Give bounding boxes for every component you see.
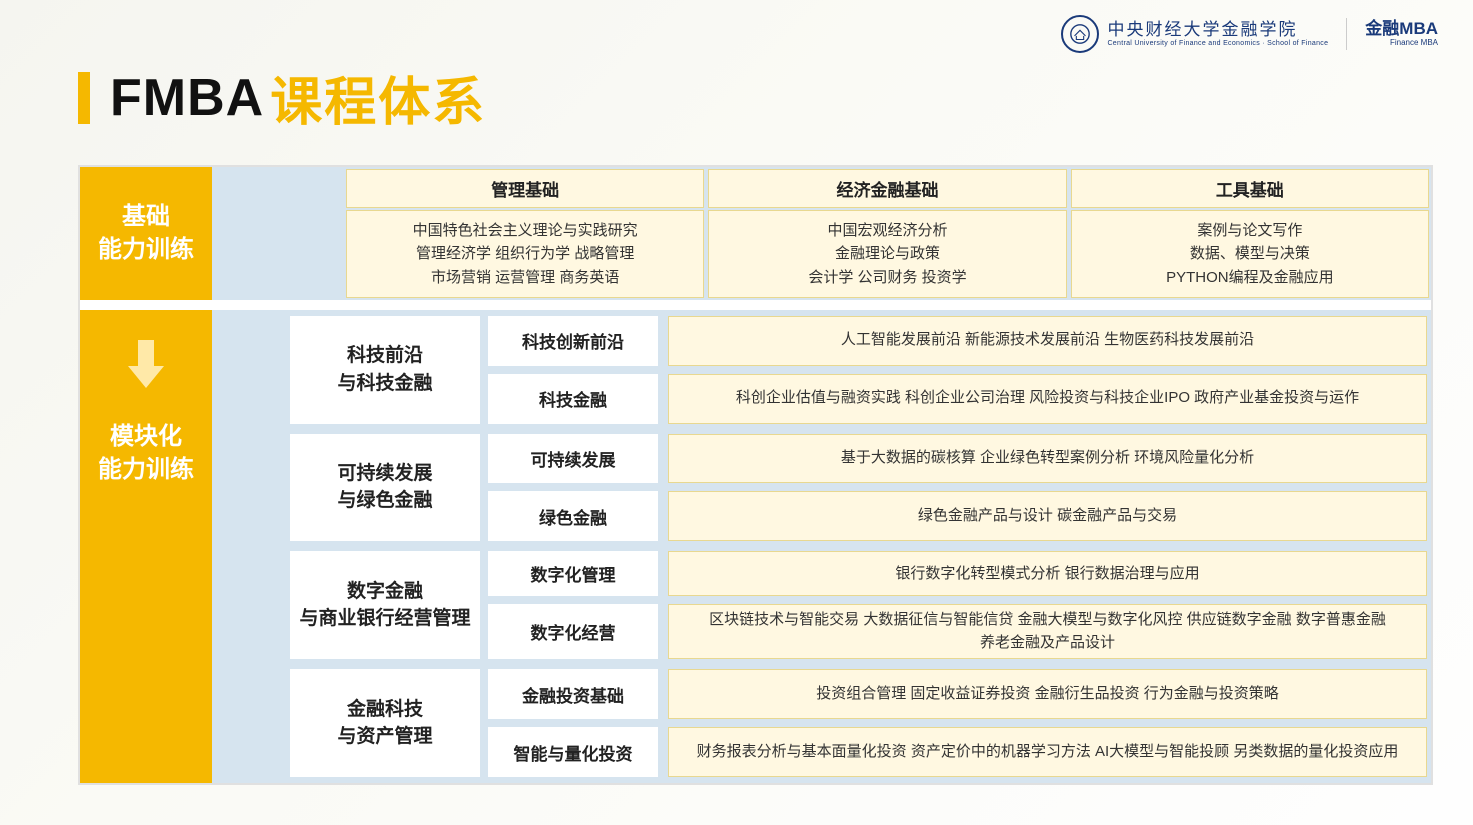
sub-content-3-0: 投资组合管理 固定收益证券投资 金融衍生品投资 行为金融与投资策略 xyxy=(668,669,1427,719)
basic-col-1: 经济金融基础 中国宏观经济分析 金融理论与政策 会计学 公司财务 投资学 xyxy=(706,167,1068,300)
sub-label-1-0: 可持续发展 xyxy=(488,434,658,484)
mba-label-en: Finance MBA xyxy=(1390,39,1438,48)
basic-pad xyxy=(212,167,344,300)
basic-col-0-body: 中国特色社会主义理论与实践研究 管理经济学 组织行为学 战略管理 市场营销 运营… xyxy=(346,210,704,298)
basic-side-label-text: 基础 能力训练 xyxy=(98,200,194,267)
module-row-2: 数字金融 与商业银行经营管理 数字化管理 银行数字化转型模式分析 银行数据治理与… xyxy=(212,551,1427,659)
sub-row-0-0: 科技创新前沿 人工智能发展前沿 新能源技术发展前沿 生物医药科技发展前沿 xyxy=(488,316,1427,366)
sub-content-1-0: 基于大数据的碳核算 企业绿色转型案例分析 环境风险量化分析 xyxy=(668,434,1427,484)
sub-label-0-1: 科技金融 xyxy=(488,374,658,424)
arrow-down-icon xyxy=(128,340,164,390)
module-cat-3: 金融科技 与资产管理 xyxy=(290,669,480,777)
sub-content-3-1: 财务报表分析与基本面量化投资 资产定价中的机器学习方法 AI大模型与智能投顾 另… xyxy=(668,727,1427,777)
module-cat-0: 科技前沿 与科技金融 xyxy=(290,316,480,424)
basic-side-label: 基础 能力训练 xyxy=(80,167,212,300)
sub-row-0-1: 科技金融 科创企业估值与融资实践 科创企业公司治理 风险投资与科技企业IPO 政… xyxy=(488,374,1427,424)
page-title: FMBA 课程体系 xyxy=(78,60,486,135)
modular-side-label: 模块化 能力训练 xyxy=(80,310,212,783)
school-name-en: Central University of Finance and Econom… xyxy=(1107,40,1328,48)
sub-row-1-1: 绿色金融 绿色金融产品与设计 碳金融产品与交易 xyxy=(488,491,1427,541)
basic-col-2-body: 案例与论文写作 数据、模型与决策 PYTHON编程及金融应用 xyxy=(1071,210,1429,298)
basic-col-2: 工具基础 案例与论文写作 数据、模型与决策 PYTHON编程及金融应用 xyxy=(1069,167,1431,300)
basic-col-1-body: 中国宏观经济分析 金融理论与政策 会计学 公司财务 投资学 xyxy=(708,210,1066,298)
module-subs-3: 金融投资基础 投资组合管理 固定收益证券投资 金融衍生品投资 行为金融与投资策略… xyxy=(488,669,1427,777)
module-row-0: 科技前沿 与科技金融 科技创新前沿 人工智能发展前沿 新能源技术发展前沿 生物医… xyxy=(212,316,1427,424)
sub-row-2-0: 数字化管理 银行数字化转型模式分析 银行数据治理与应用 xyxy=(488,551,1427,596)
title-accent-bar xyxy=(78,72,90,124)
basic-columns: 管理基础 中国特色社会主义理论与实践研究 管理经济学 组织行为学 战略管理 市场… xyxy=(344,167,1431,300)
basic-col-2-header: 工具基础 xyxy=(1071,169,1429,208)
sub-label-2-1: 数字化经营 xyxy=(488,604,658,659)
modular-side-label-text: 模块化 能力训练 xyxy=(98,420,194,487)
sub-row-1-0: 可持续发展 基于大数据的碳核算 企业绿色转型案例分析 环境风险量化分析 xyxy=(488,434,1427,484)
mba-label: 金融MBA xyxy=(1365,20,1438,39)
school-name-block: 中央财经大学金融学院 Central University of Finance… xyxy=(1107,21,1328,47)
module-subs-1: 可持续发展 基于大数据的碳核算 企业绿色转型案例分析 环境风险量化分析 绿色金融… xyxy=(488,434,1427,542)
sub-label-2-0: 数字化管理 xyxy=(488,551,658,596)
module-cat-1: 可持续发展 与绿色金融 xyxy=(290,434,480,542)
modular-training-section: 模块化 能力训练 科技前沿 与科技金融 科技创新前沿 人工智能发展前沿 新能源技… xyxy=(80,310,1431,783)
sub-content-0-1: 科创企业估值与融资实践 科创企业公司治理 风险投资与科技企业IPO 政府产业基金… xyxy=(668,374,1427,424)
modules-list: 科技前沿 与科技金融 科技创新前沿 人工智能发展前沿 新能源技术发展前沿 生物医… xyxy=(212,310,1431,783)
module-row-1: 可持续发展 与绿色金融 可持续发展 基于大数据的碳核算 企业绿色转型案例分析 环… xyxy=(212,434,1427,542)
basic-training-section: 基础 能力训练 管理基础 中国特色社会主义理论与实践研究 管理经济学 组织行为学… xyxy=(80,167,1431,310)
basic-col-0: 管理基础 中国特色社会主义理论与实践研究 管理经济学 组织行为学 战略管理 市场… xyxy=(344,167,706,300)
title-course: 课程体系 xyxy=(270,60,486,135)
school-name-cn: 中央财经大学金融学院 xyxy=(1107,21,1328,40)
curriculum-panel: 基础 能力训练 管理基础 中国特色社会主义理论与实践研究 管理经济学 组织行为学… xyxy=(78,165,1433,785)
sub-label-0-0: 科技创新前沿 xyxy=(488,316,658,366)
module-cat-2: 数字金融 与商业银行经营管理 xyxy=(290,551,480,659)
sub-label-3-1: 智能与量化投资 xyxy=(488,727,658,777)
sub-label-1-1: 绿色金融 xyxy=(488,491,658,541)
sub-content-2-1: 区块链技术与智能交易 大数据征信与智能信贷 金融大模型与数字化风控 供应链数字金… xyxy=(668,604,1427,659)
basic-col-1-header: 经济金融基础 xyxy=(708,169,1066,208)
sub-row-2-1: 数字化经营 区块链技术与智能交易 大数据征信与智能信贷 金融大模型与数字化风控 … xyxy=(488,604,1427,659)
module-subs-0: 科技创新前沿 人工智能发展前沿 新能源技术发展前沿 生物医药科技发展前沿 科技金… xyxy=(488,316,1427,424)
title-fmba: FMBA xyxy=(110,68,264,128)
module-subs-2: 数字化管理 银行数字化转型模式分析 银行数据治理与应用 数字化经营 区块链技术与… xyxy=(488,551,1427,659)
mba-label-block: 金融MBA Finance MBA xyxy=(1365,20,1438,47)
sub-content-0-0: 人工智能发展前沿 新能源技术发展前沿 生物医药科技发展前沿 xyxy=(668,316,1427,366)
logo-divider xyxy=(1346,18,1347,50)
sub-content-2-0: 银行数字化转型模式分析 银行数据治理与应用 xyxy=(668,551,1427,596)
sub-label-3-0: 金融投资基础 xyxy=(488,669,658,719)
module-row-3: 金融科技 与资产管理 金融投资基础 投资组合管理 固定收益证券投资 金融衍生品投… xyxy=(212,669,1427,777)
sub-row-3-1: 智能与量化投资 财务报表分析与基本面量化投资 资产定价中的机器学习方法 AI大模… xyxy=(488,727,1427,777)
basic-col-0-header: 管理基础 xyxy=(346,169,704,208)
school-logo-block: 中央财经大学金融学院 Central University of Finance… xyxy=(1061,15,1438,53)
sub-row-3-0: 金融投资基础 投资组合管理 固定收益证券投资 金融衍生品投资 行为金融与投资策略 xyxy=(488,669,1427,719)
university-seal-icon xyxy=(1061,15,1099,53)
sub-content-1-1: 绿色金融产品与设计 碳金融产品与交易 xyxy=(668,491,1427,541)
